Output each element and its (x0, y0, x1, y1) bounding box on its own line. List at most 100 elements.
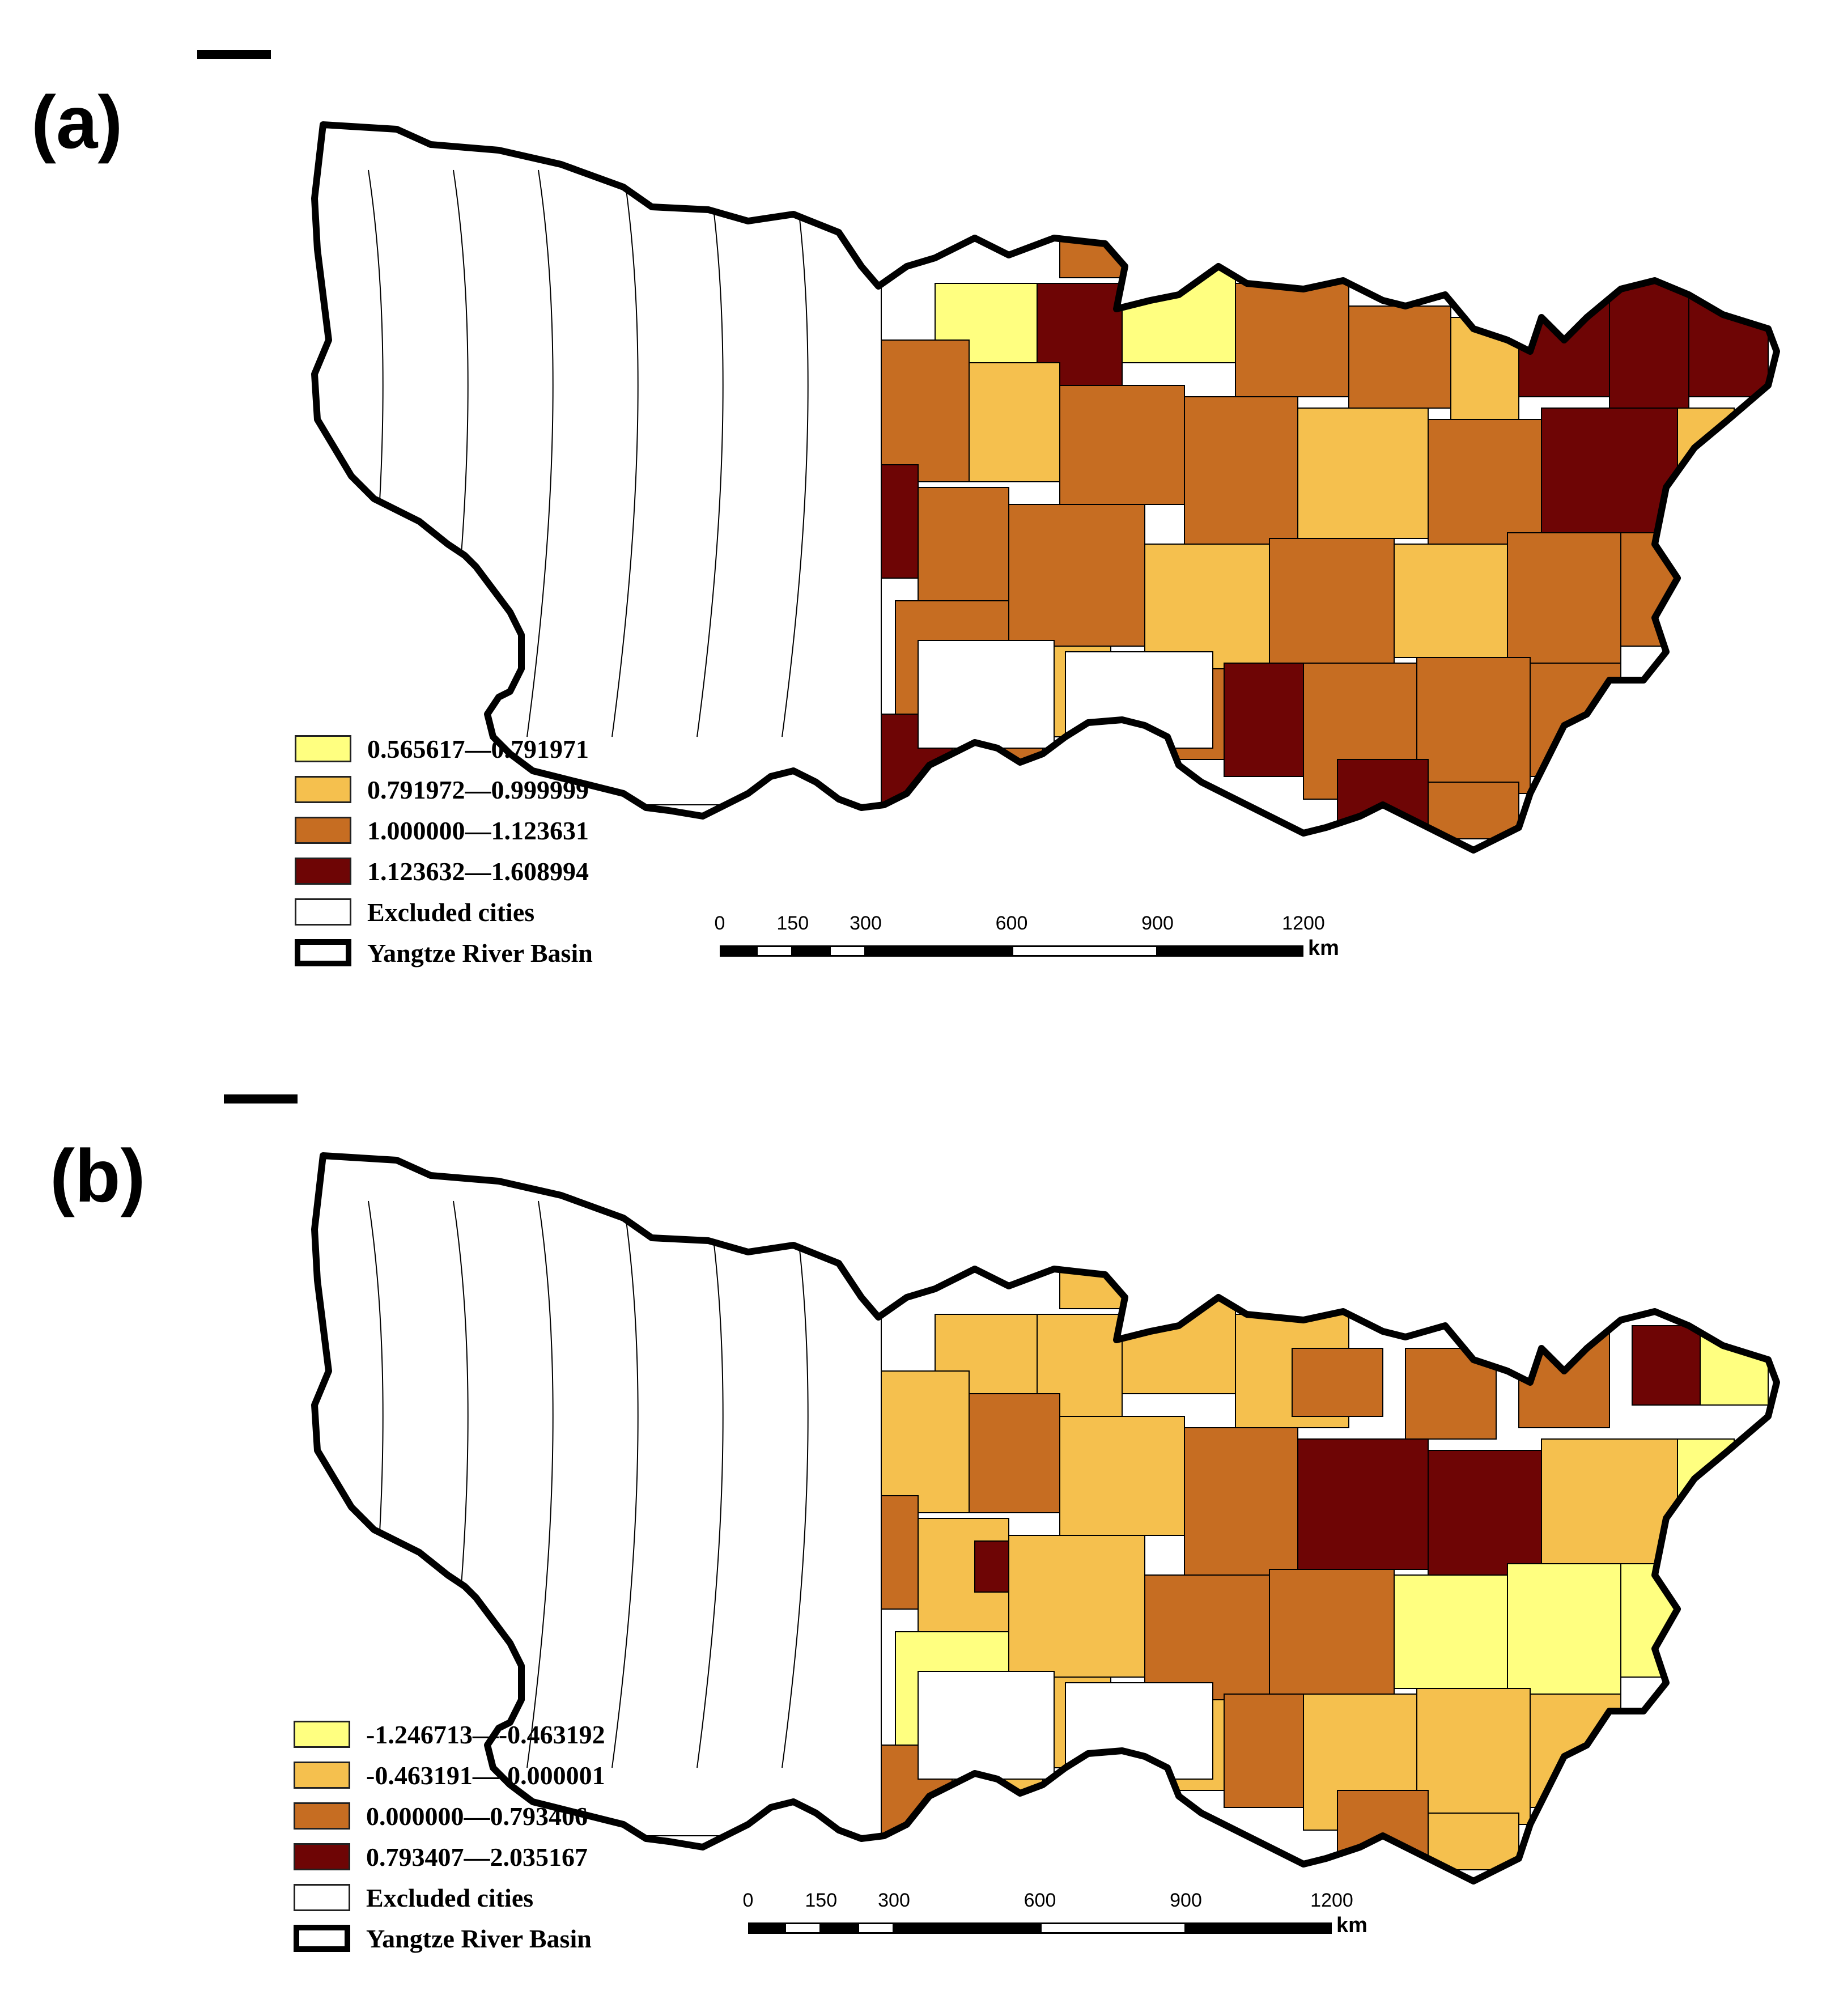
legend-label: 1.123632—1.608994 (367, 856, 589, 886)
city-region (969, 1393, 1060, 1513)
legend-label: 0.000000—0.793406 (366, 1801, 588, 1831)
city-region (867, 339, 970, 482)
legend-item: 0.791972—0.999999 (295, 769, 593, 810)
city-boundary (611, 1200, 639, 1768)
legend-label: 1.000000—1.123631 (367, 816, 589, 845)
legend-item: 0.000000—0.793406 (294, 1796, 605, 1836)
map-legend: -1.246713—-0.463192 -0.463191—-0.000001 0.… (294, 1714, 605, 1959)
city-region (1122, 1297, 1236, 1394)
city-region (1269, 1569, 1395, 1695)
legend-swatch (295, 735, 351, 762)
legend-swatch (294, 1843, 350, 1870)
legend-item: -1.246713—-0.463192 (294, 1714, 605, 1755)
legend-item: 0.565617—0.791971 (295, 728, 593, 769)
legend-swatch (295, 817, 351, 844)
legend-item: Yangtze River Basin (295, 932, 593, 973)
scale-tick-label: 1200 (1310, 1890, 1353, 1911)
city-region (1609, 283, 1689, 409)
city-region (1297, 408, 1429, 539)
scale-segment (720, 945, 757, 957)
scale-tick-label: 600 (1023, 1890, 1056, 1911)
city-region (1059, 215, 1123, 278)
scale-segment (792, 945, 830, 957)
scale-tick-label: 150 (776, 912, 809, 934)
city-region (1297, 1438, 1429, 1570)
city-region (1224, 663, 1304, 777)
city-boundary (696, 169, 724, 737)
city-boundary (696, 1200, 724, 1768)
excluded-region (918, 640, 1055, 749)
choropleth-map (311, 1152, 1780, 1885)
city-region (1348, 305, 1451, 409)
city-region (1059, 1416, 1185, 1536)
north-arrow-bar (197, 50, 271, 59)
legend-swatch (295, 939, 351, 966)
basin-outline (311, 121, 1780, 854)
scale-segment (748, 1922, 785, 1934)
excluded-region (1065, 651, 1213, 749)
city-boundary (782, 169, 809, 737)
city-boundary (611, 169, 639, 737)
legend-item: Excluded cities (295, 892, 593, 932)
scale-tick-label: 300 (850, 912, 882, 934)
city-boundary (782, 1200, 809, 1768)
scale-tick-label: 150 (805, 1890, 838, 1911)
city-region (969, 362, 1060, 482)
legend-label: Excluded cities (366, 1883, 534, 1912)
city-region (1184, 396, 1298, 545)
legend-label: 0.565617—0.791971 (367, 734, 589, 763)
legend-label: Excluded cities (367, 897, 535, 927)
city-region (1122, 266, 1236, 363)
legend-swatch (294, 1802, 350, 1830)
city-region (1059, 385, 1185, 505)
city-boundary (526, 169, 554, 737)
city-region (1428, 782, 1519, 839)
legend-swatch (295, 776, 351, 803)
city-region (1394, 1574, 1508, 1689)
city-region (1059, 1246, 1123, 1309)
legend-swatch (294, 1762, 350, 1789)
scale-tick-label: 300 (878, 1890, 910, 1911)
city-region (918, 487, 1009, 601)
legend-item: 1.000000—1.123631 (295, 810, 593, 851)
city-region (1269, 538, 1395, 664)
city-region (1541, 1438, 1678, 1564)
scale-segment (1012, 945, 1158, 957)
city-boundary (526, 1200, 554, 1768)
city-region (1235, 283, 1349, 397)
scale-unit: km (1336, 1913, 1367, 1937)
north-arrow-bar (224, 1094, 298, 1104)
scale-segment (821, 1922, 858, 1934)
city-region (1144, 544, 1270, 669)
legend-label: Yangtze River Basin (367, 938, 593, 967)
city-region (1224, 1694, 1304, 1808)
city-region (1292, 1348, 1383, 1417)
city-region (1184, 1427, 1298, 1576)
scale-segment (784, 1922, 821, 1934)
legend-swatch (295, 858, 351, 885)
scale-segment (1157, 945, 1303, 957)
city-region (1394, 544, 1508, 658)
scale-tick-label: 0 (714, 912, 725, 934)
legend-label: -0.463191—-0.000001 (366, 1760, 605, 1790)
city-region (1428, 419, 1542, 545)
city-region (1144, 1574, 1270, 1700)
scale-tick-label: 1200 (1282, 912, 1325, 934)
scale-segment (865, 945, 1012, 957)
city-region (1688, 294, 1769, 397)
city-region (1632, 1325, 1701, 1406)
scale-bar: 0 150 300 600 900 1200 km (715, 912, 1339, 975)
scale-tick-label: 900 (1170, 1890, 1202, 1911)
scale-tick-label: 600 (995, 912, 1028, 934)
basin-outline (311, 1152, 1780, 1885)
scale-segment (829, 945, 866, 957)
city-region (1541, 408, 1678, 533)
legend-swatch (294, 1925, 350, 1952)
city-region (1428, 1450, 1542, 1576)
legend-label: 0.793407—2.035167 (366, 1842, 588, 1871)
legend-item: -0.463191—-0.000001 (294, 1755, 605, 1796)
city-region (1416, 1688, 1531, 1825)
panel-label: (b) (50, 1134, 146, 1217)
scale-segment (1040, 1922, 1186, 1934)
city-region (1507, 532, 1621, 664)
